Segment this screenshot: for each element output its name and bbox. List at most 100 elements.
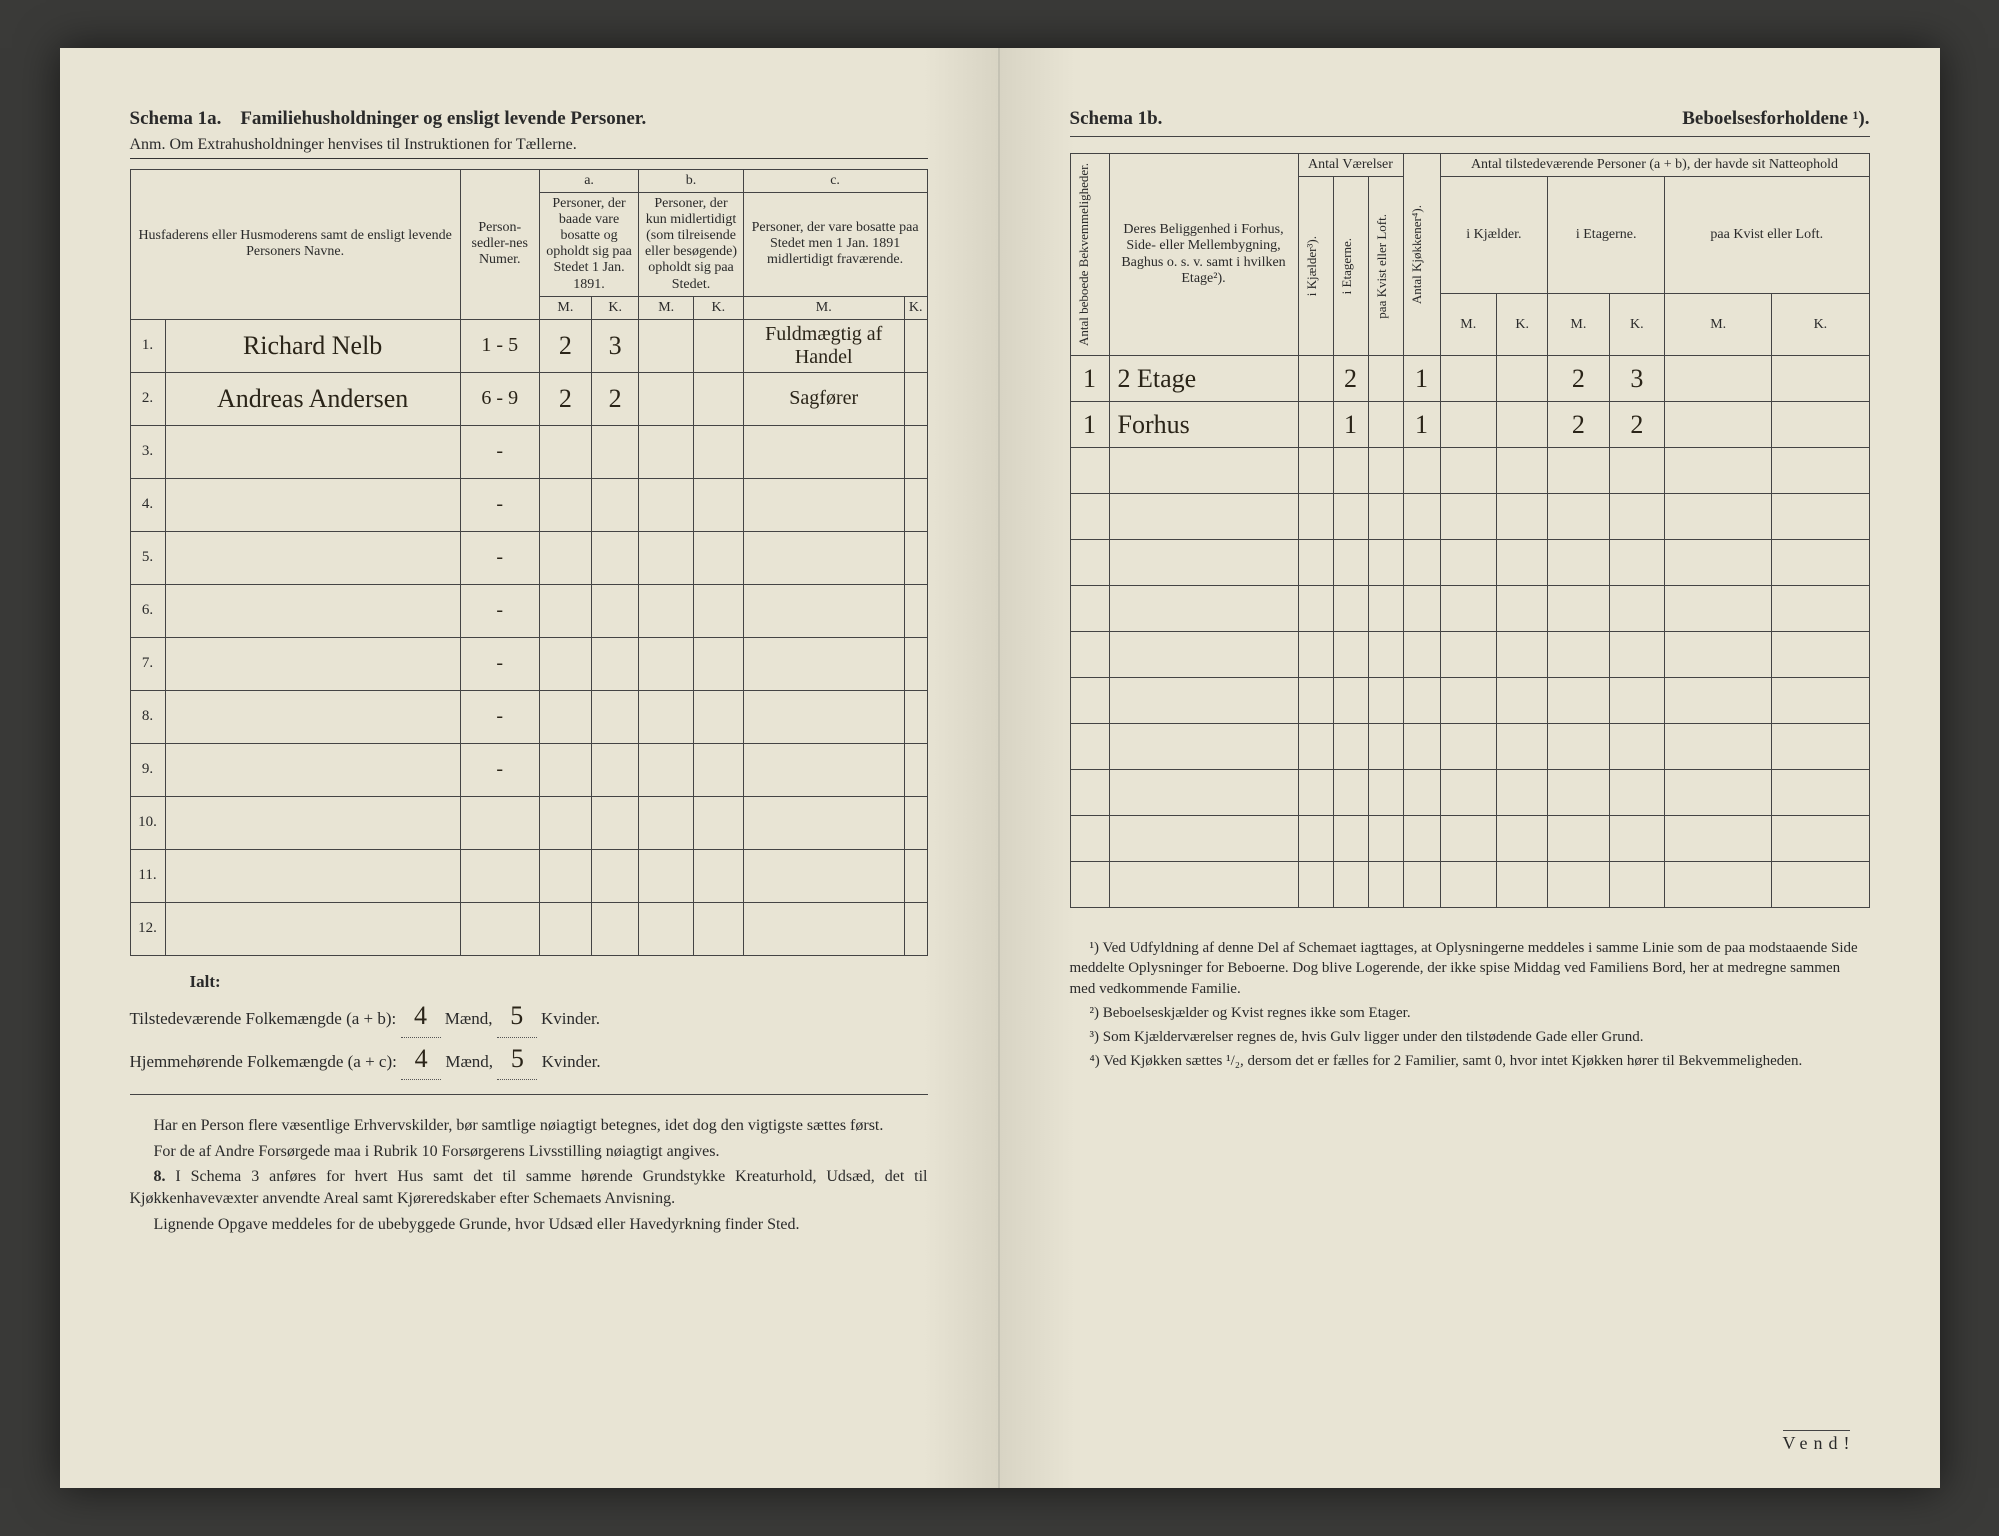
table-row xyxy=(1070,586,1869,632)
table-row xyxy=(1070,494,1869,540)
r-etK xyxy=(1609,724,1665,770)
row-num: 6. xyxy=(130,584,165,637)
row-num: 8. xyxy=(130,690,165,743)
r-kvK xyxy=(1772,402,1869,448)
row-bK xyxy=(694,372,744,425)
row-bM xyxy=(639,902,694,955)
row-cK xyxy=(904,425,927,478)
row-aK xyxy=(591,796,638,849)
right-page: Schema 1b. Beboelsesforholdene ¹). Antal… xyxy=(1000,48,1940,1488)
row-cM xyxy=(743,478,904,531)
row-cM xyxy=(743,849,904,902)
r-etK xyxy=(1609,862,1665,908)
hdr-nkv: paa Kvist eller Loft. xyxy=(1665,177,1869,294)
r-etM xyxy=(1548,494,1609,540)
table-row: 4.- xyxy=(130,478,927,531)
r-kv xyxy=(1368,586,1403,632)
hdr-beliggenhed: Deres Beliggenhed i Forhus, Side- eller … xyxy=(1109,154,1298,356)
r-kjK xyxy=(1497,540,1548,586)
row-bM xyxy=(639,319,694,372)
r-kv xyxy=(1368,816,1403,862)
tot2-pre: Hjemmehørende Folkemængde (a + c): xyxy=(130,1052,402,1071)
r-et xyxy=(1333,816,1368,862)
r-kjM xyxy=(1440,632,1497,678)
r-kjM xyxy=(1440,724,1497,770)
r-kok: 1 xyxy=(1403,402,1440,448)
r-kj xyxy=(1298,448,1333,494)
table-row: 3.- xyxy=(130,425,927,478)
tot1-pre: Tilstedeværende Folkemængde (a + b): xyxy=(130,1009,401,1028)
row-aM xyxy=(539,902,591,955)
r-bel xyxy=(1109,448,1298,494)
table-row xyxy=(1070,724,1869,770)
r-etM xyxy=(1548,540,1609,586)
r-kjK xyxy=(1497,494,1548,540)
r-kvM xyxy=(1665,356,1772,402)
r-bel xyxy=(1109,678,1298,724)
r-kjK xyxy=(1497,402,1548,448)
row-bK xyxy=(694,584,744,637)
row-bM xyxy=(639,584,694,637)
row-bK xyxy=(694,425,744,478)
row-cM: Fuldmægtig af Handel xyxy=(743,319,904,372)
row-cK xyxy=(904,796,927,849)
r-et xyxy=(1333,724,1368,770)
r-kjM xyxy=(1440,540,1497,586)
hdr-kvM: M. xyxy=(1665,294,1772,356)
r-ab xyxy=(1070,540,1109,586)
r-kj xyxy=(1298,816,1333,862)
r-kvK xyxy=(1772,862,1869,908)
r-etM xyxy=(1548,724,1609,770)
row-num: 1. xyxy=(130,319,165,372)
r-kvK xyxy=(1772,632,1869,678)
body-p2: For de af Andre Forsørgede maa i Rubrik … xyxy=(130,1141,928,1163)
r-et xyxy=(1333,448,1368,494)
r-kvK xyxy=(1772,724,1869,770)
hdr-c-text: Personer, der vare bosatte paa Stedet me… xyxy=(743,193,927,297)
r-kjK xyxy=(1497,862,1548,908)
row-cK xyxy=(904,319,927,372)
r-et: 2 xyxy=(1333,356,1368,402)
r-kv xyxy=(1368,724,1403,770)
hdr-nkj: i Kjælder. xyxy=(1440,177,1548,294)
row-aK xyxy=(591,743,638,796)
row-num: 2. xyxy=(130,372,165,425)
table-row: 8.- xyxy=(130,690,927,743)
r-kv xyxy=(1368,540,1403,586)
table-row: 10. xyxy=(130,796,927,849)
row-aK xyxy=(591,478,638,531)
r-kok xyxy=(1403,678,1440,724)
table-row: 1Forhus1122 xyxy=(1070,402,1869,448)
r-kv xyxy=(1368,494,1403,540)
hdr-natteophold: Antal tilstedeværende Personer (a + b), … xyxy=(1440,154,1869,177)
r-kv xyxy=(1368,862,1403,908)
r-kv xyxy=(1368,632,1403,678)
tot1-mid: Mænd, xyxy=(445,1009,497,1028)
r-kjK xyxy=(1497,678,1548,724)
row-cM xyxy=(743,690,904,743)
hdr-b-text: Personer, der kun midlertidigt (som tilr… xyxy=(639,193,743,297)
footnote-1: ¹) Ved Udfyldning af denne Del af Schema… xyxy=(1070,938,1870,999)
row-aK xyxy=(591,637,638,690)
r-kok xyxy=(1403,586,1440,632)
row-bM xyxy=(639,796,694,849)
row-numer: - xyxy=(460,425,539,478)
row-bK xyxy=(694,478,744,531)
table-row: 9.- xyxy=(130,743,927,796)
row-bM xyxy=(639,531,694,584)
left-page: Schema 1a. Familiehusholdninger og ensli… xyxy=(60,48,1000,1488)
census-book-spread: Schema 1a. Familiehusholdninger og ensli… xyxy=(60,48,1940,1488)
r-etM xyxy=(1548,632,1609,678)
left-table: Husfaderens eller Husmoderens samt de en… xyxy=(130,169,928,956)
r-etK xyxy=(1609,586,1665,632)
row-aM xyxy=(539,690,591,743)
vend-label: Vend! xyxy=(1783,1430,1850,1454)
r-et xyxy=(1333,770,1368,816)
row-aK xyxy=(591,849,638,902)
hdr-c-label: c. xyxy=(743,170,927,193)
r-etM xyxy=(1548,770,1609,816)
r-kv xyxy=(1368,678,1403,724)
footnote-2: ²) Beboelseskjælder og Kvist regnes ikke… xyxy=(1070,1003,1870,1023)
r-kok xyxy=(1403,632,1440,678)
row-numer: 6 - 9 xyxy=(460,372,539,425)
